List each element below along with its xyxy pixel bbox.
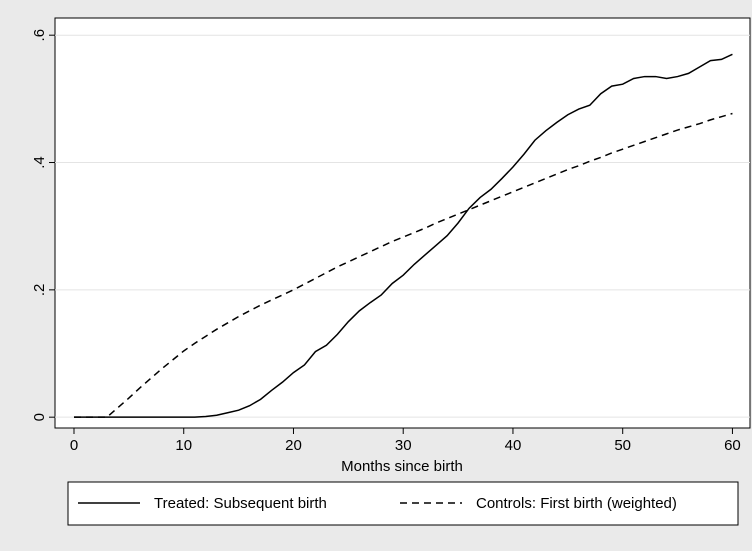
- plot-area: [54, 17, 751, 429]
- y-tick-label: .6: [31, 29, 48, 42]
- x-tick-label: 60: [724, 437, 741, 454]
- x-tick-label: 50: [614, 437, 631, 454]
- y-tick-label: .4: [31, 156, 48, 169]
- x-tick-label: 0: [70, 437, 78, 454]
- legend-label: Controls: First birth (weighted): [476, 495, 677, 512]
- series-line: [73, 53, 733, 418]
- x-tick-label: 10: [175, 437, 192, 454]
- y-tick-label: 0: [31, 413, 48, 421]
- legend-label: Treated: Subsequent birth: [154, 495, 327, 512]
- y-tick-label: .2: [31, 284, 48, 297]
- x-tick-label: 40: [505, 437, 522, 454]
- x-axis-title: Months since birth: [341, 458, 463, 475]
- x-tick-label: 20: [285, 437, 302, 454]
- x-tick-label: 30: [395, 437, 412, 454]
- series-line: [73, 112, 733, 418]
